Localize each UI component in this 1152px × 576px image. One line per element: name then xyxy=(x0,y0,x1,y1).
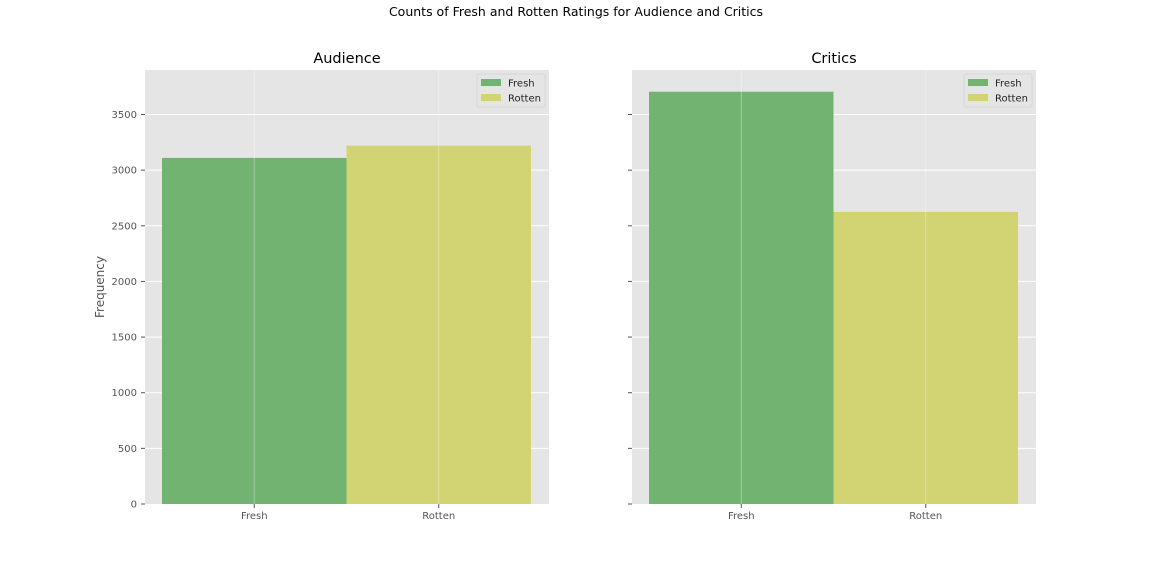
legend-label: Rotten xyxy=(995,94,1028,105)
y-tick-label: 2500 xyxy=(112,221,137,232)
x-tick-label: Rotten xyxy=(909,511,942,522)
legend-label: Fresh xyxy=(508,79,535,90)
y-tick-label: 1500 xyxy=(112,333,137,344)
x-tick-label: Fresh xyxy=(728,511,755,522)
figure-suptitle: Counts of Fresh and Rotten Ratings for A… xyxy=(389,4,763,19)
bar-rotten-rotten xyxy=(346,145,531,504)
axes-title: Audience xyxy=(313,51,380,67)
bar-fresh-fresh xyxy=(649,91,834,504)
legend-swatch xyxy=(481,79,501,86)
x-tick-label: Fresh xyxy=(241,511,268,522)
legend-swatch xyxy=(968,79,988,86)
legend-swatch xyxy=(481,94,501,101)
legend-label: Fresh xyxy=(995,79,1022,90)
y-tick-label: 1000 xyxy=(112,388,137,399)
legend-swatch xyxy=(968,94,988,101)
x-tick-label: Rotten xyxy=(422,511,455,522)
y-tick-label: 3000 xyxy=(112,166,137,177)
axes-title: Critics xyxy=(811,51,856,67)
y-axis-label: Frequency xyxy=(93,256,107,318)
y-tick-label: 2000 xyxy=(112,277,137,288)
y-tick-label: 0 xyxy=(131,500,137,511)
legend-label: Rotten xyxy=(508,94,541,105)
y-tick-label: 3500 xyxy=(112,110,137,121)
bar-fresh-fresh xyxy=(162,157,347,504)
bar-rotten-rotten xyxy=(833,211,1018,504)
y-tick-label: 500 xyxy=(118,444,137,455)
